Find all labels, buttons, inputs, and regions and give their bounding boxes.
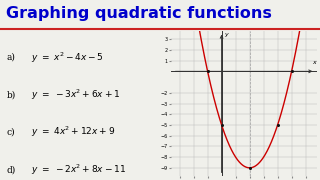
Text: a): a) xyxy=(7,53,16,62)
Text: y: y xyxy=(224,32,228,37)
Text: $y \ = \ x^{2} - 4x - 5$: $y \ = \ x^{2} - 4x - 5$ xyxy=(31,50,103,65)
Text: c): c) xyxy=(7,128,15,137)
Text: x: x xyxy=(312,60,316,66)
Text: $y \ = \ -2x^{2} + 8x - 11$: $y \ = \ -2x^{2} + 8x - 11$ xyxy=(31,162,126,177)
Text: Graphing quadratic functions: Graphing quadratic functions xyxy=(6,6,272,21)
Text: $y \ = \ -3x^{2} + 6x + 1$: $y \ = \ -3x^{2} + 6x + 1$ xyxy=(31,88,120,102)
Text: d): d) xyxy=(7,165,16,174)
Text: b): b) xyxy=(7,90,16,99)
Text: $y \ = \ 4x^{2} + 12x + 9$: $y \ = \ 4x^{2} + 12x + 9$ xyxy=(31,125,115,139)
